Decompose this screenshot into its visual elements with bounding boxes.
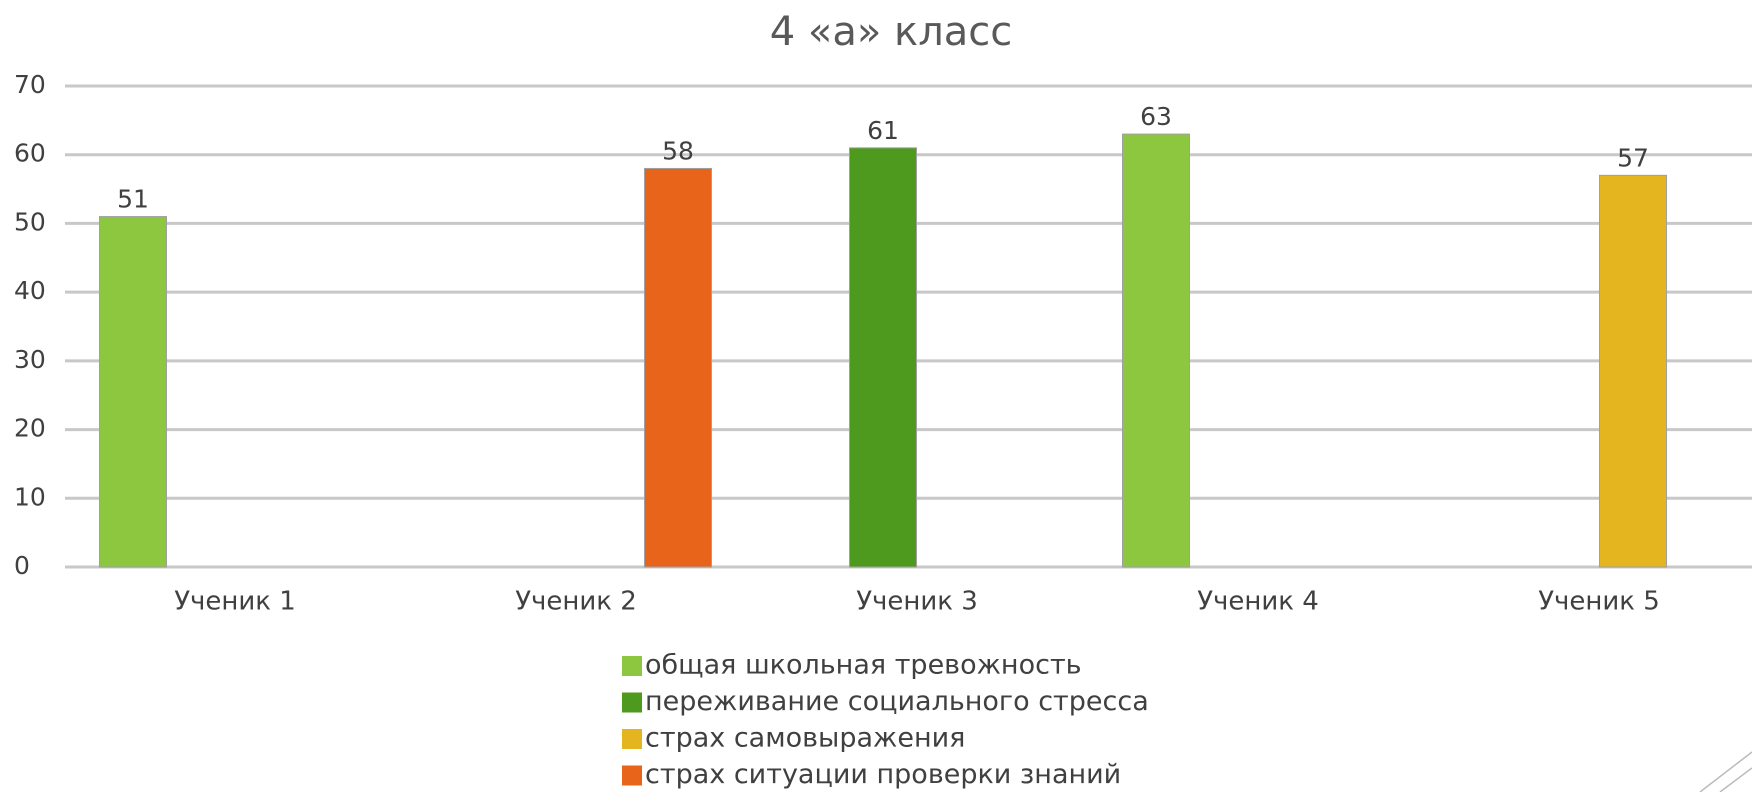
y-tick-label: 10 — [14, 482, 46, 511]
y-tick-label: 20 — [14, 414, 46, 443]
decoration — [1719, 767, 1752, 792]
x-tick-label: Ученик 5 — [1538, 587, 1660, 617]
legend-label: переживание социального стресса — [645, 686, 1149, 717]
chart-title: 4 «а» класс — [770, 9, 1013, 55]
y-tick-label: 0 — [14, 551, 30, 580]
legend-label: страх ситуации проверки знаний — [645, 759, 1121, 790]
y-tick-label: 50 — [14, 207, 46, 236]
y-tick-label: 30 — [14, 345, 46, 374]
bar — [849, 147, 917, 568]
legend-label: страх самовыражения — [645, 723, 965, 754]
legend-swatch — [622, 729, 642, 749]
data-label: 57 — [1617, 143, 1649, 172]
data-label: 51 — [117, 185, 149, 214]
x-tick-label: Ученик 2 — [515, 587, 637, 617]
y-tick-label: 70 — [14, 70, 46, 99]
bar — [1122, 133, 1190, 568]
data-label: 61 — [867, 116, 899, 145]
legend-swatch — [622, 765, 642, 786]
legend-label: общая школьная тревожность — [645, 650, 1082, 681]
data-label: 58 — [662, 136, 694, 165]
data-label: 63 — [1140, 102, 1172, 131]
decoration — [1699, 751, 1752, 792]
bar — [644, 167, 712, 568]
y-tick-label: 40 — [14, 276, 46, 305]
legend-swatch — [622, 692, 642, 713]
x-tick-label: Ученик 3 — [856, 587, 978, 617]
bar — [1599, 174, 1667, 568]
x-tick-label: Ученик 1 — [174, 587, 296, 617]
y-tick-label: 60 — [14, 139, 46, 168]
x-tick-label: Ученик 4 — [1197, 587, 1319, 617]
legend-swatch — [622, 656, 642, 676]
bar — [99, 216, 167, 568]
